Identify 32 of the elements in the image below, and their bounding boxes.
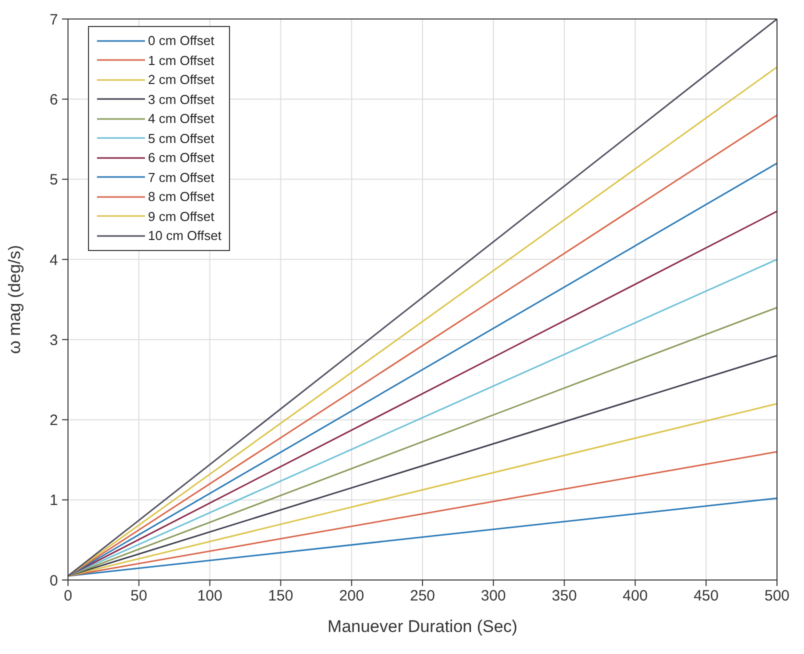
legend-label: 1 cm Offset (148, 52, 214, 68)
x-tick-label: 0 (64, 588, 72, 605)
x-tick-label: 200 (339, 588, 364, 605)
x-tick-label: 100 (197, 588, 222, 605)
legend-label: 7 cm Offset (148, 170, 214, 185)
x-tick-label: 400 (622, 588, 648, 605)
legend-label: 9 cm Offset (148, 208, 214, 224)
x-tick-label: 500 (764, 588, 790, 605)
legend-label: 6 cm Offset (148, 150, 214, 166)
legend-label: 5 cm Offset (148, 130, 214, 146)
legend-label: 0 cm Offset (148, 33, 214, 48)
legend-label: 4 cm Offset (148, 111, 214, 126)
y-tick-label: 6 (50, 91, 58, 108)
legend-label: 2 cm Offset (148, 72, 214, 88)
x-tick-label: 150 (268, 588, 294, 605)
y-tick-label: 7 (50, 11, 58, 28)
x-tick-label: 300 (480, 588, 506, 605)
y-tick-label: 5 (50, 172, 58, 189)
y-tick-label: 1 (50, 492, 58, 510)
legend-label: 3 cm Offset (148, 92, 214, 107)
legend-label: 10 cm Offset (148, 228, 222, 244)
x-axis-title: Manuever Duration (Sec) (328, 617, 518, 636)
legend-label: 8 cm Offset (148, 189, 214, 204)
y-tick-label: 3 (50, 332, 58, 349)
x-tick-label: 250 (410, 588, 436, 605)
x-tick-label: 450 (694, 588, 719, 605)
y-tick-label: 4 (50, 252, 58, 269)
x-tick-label: 350 (552, 588, 577, 605)
y-axis-title: ω mag (deg/s) (5, 245, 24, 354)
y-tick-label: 0 (50, 572, 58, 590)
x-tick-label: 50 (130, 588, 148, 605)
y-tick-label: 2 (50, 412, 58, 430)
